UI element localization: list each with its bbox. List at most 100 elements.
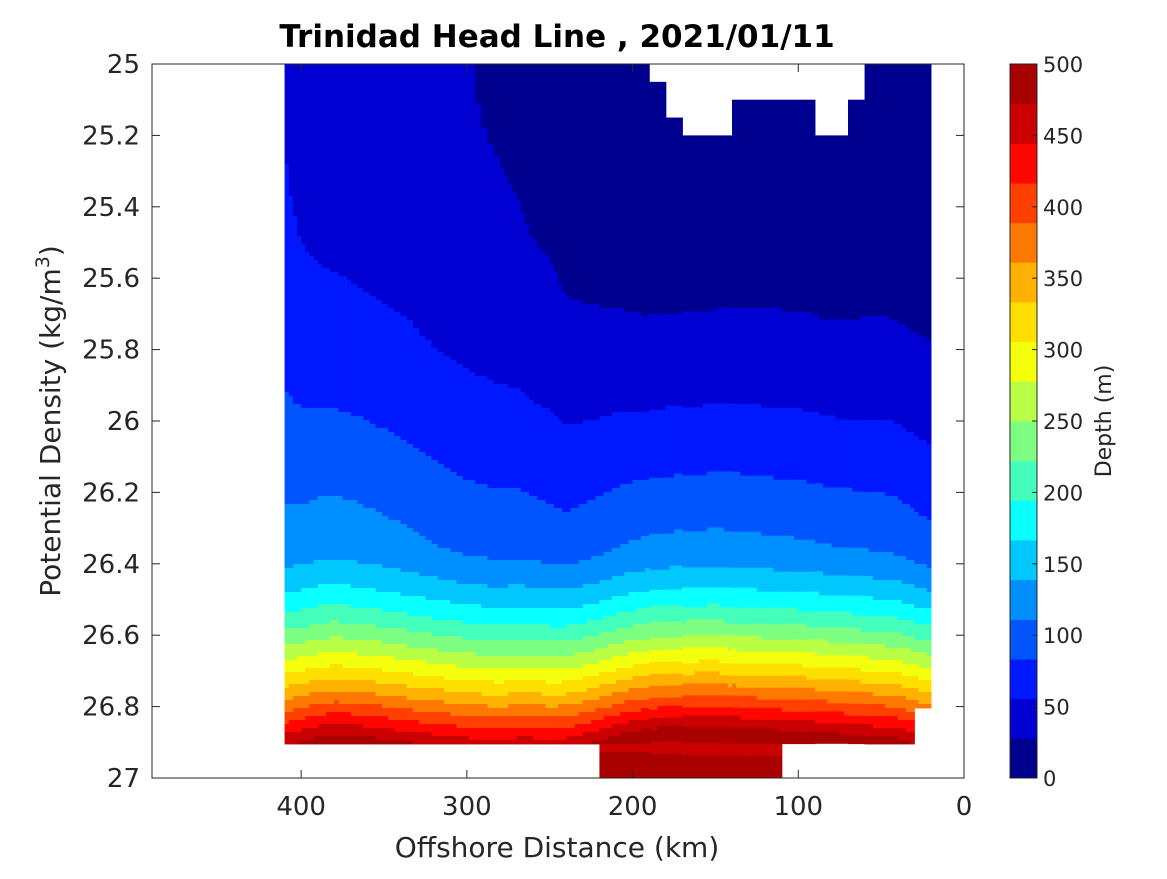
contour-cell — [334, 612, 339, 616]
contour-cell — [351, 556, 358, 560]
contour-cell — [318, 648, 323, 652]
contour-cell — [351, 608, 358, 612]
contour-cell — [301, 704, 306, 708]
contour-cell — [293, 644, 298, 648]
contour-cell — [289, 64, 294, 68]
contour-cell — [407, 632, 414, 636]
contour-cell — [330, 312, 335, 316]
contour-cell — [338, 584, 343, 588]
contour-cell — [326, 584, 331, 588]
contour-cell — [407, 468, 414, 472]
contour-cell — [297, 728, 302, 732]
contour-cell — [394, 456, 401, 460]
contour-cell — [289, 672, 294, 676]
contour-cell — [297, 676, 302, 680]
contour-cell — [285, 204, 290, 208]
contour-cell — [376, 548, 383, 552]
contour-cell — [394, 444, 401, 448]
contour-cell — [289, 504, 294, 508]
contour-cell — [301, 64, 306, 68]
contour-cell — [351, 692, 358, 696]
contour-cell — [413, 64, 420, 68]
contour-cell — [401, 488, 408, 492]
contour-cell — [394, 196, 401, 200]
contour-cell — [305, 252, 310, 256]
contour-cell — [347, 296, 352, 300]
contour-cell — [363, 268, 370, 272]
contour-cell — [357, 132, 364, 136]
contour-cell — [394, 144, 401, 148]
contour-cell — [351, 660, 358, 664]
contour-cell — [376, 448, 383, 452]
contour-cell — [305, 116, 310, 120]
contour-cell — [297, 272, 302, 276]
contour-cell — [432, 164, 439, 168]
contour-cell — [413, 396, 420, 400]
contour-cell — [334, 456, 339, 460]
contour-cell — [388, 204, 395, 208]
contour-cell — [334, 728, 339, 732]
contour-cell — [338, 308, 343, 312]
contour-cell — [419, 524, 426, 528]
contour-cell — [413, 164, 420, 168]
contour-cell — [297, 516, 302, 520]
contour-cell — [382, 660, 389, 664]
contour-cell — [326, 324, 331, 328]
contour-cell — [314, 172, 319, 176]
contour-cell — [382, 516, 389, 520]
contour-cell — [401, 68, 408, 72]
contour-cell — [293, 168, 298, 172]
contour-cell — [322, 116, 327, 120]
contour-cell — [425, 84, 432, 88]
contour-cell — [309, 600, 314, 604]
contour-cell — [432, 300, 439, 304]
contour-cell — [305, 264, 310, 268]
contour-cell — [318, 396, 323, 400]
contour-cell — [363, 148, 370, 152]
contour-cell — [305, 284, 310, 288]
contour-cell — [382, 680, 389, 684]
contour-cell — [293, 72, 298, 76]
contour-cell — [370, 348, 377, 352]
contour-cell — [285, 608, 290, 612]
contour-cell — [357, 680, 364, 684]
contour-cell — [305, 560, 310, 564]
contour-cell — [413, 672, 420, 676]
contour-cell — [351, 132, 358, 136]
contour-cell — [407, 528, 414, 532]
contour-cell — [338, 664, 343, 668]
contour-cell — [357, 156, 364, 160]
contour-cell — [322, 268, 327, 272]
contour-cell — [297, 148, 302, 152]
contour-cell — [343, 120, 348, 124]
contour-cell — [330, 296, 335, 300]
contour-cell — [314, 284, 319, 288]
contour-cell — [293, 632, 298, 636]
contour-cell — [289, 180, 294, 184]
contour-cell — [363, 356, 370, 360]
contour-cell — [326, 256, 331, 260]
contour-cell — [293, 640, 298, 644]
contour-cell — [407, 496, 414, 500]
contour-cell — [330, 528, 335, 532]
contour-cell — [322, 192, 327, 196]
contour-cell — [305, 316, 310, 320]
contour-cell — [293, 352, 298, 356]
contour-cell — [351, 248, 358, 252]
contour-cell — [413, 408, 420, 412]
contour-cell — [394, 404, 401, 408]
contour-cell — [347, 336, 352, 340]
contour-cell — [305, 404, 310, 408]
contour-cell — [318, 484, 323, 488]
contour-cell — [326, 516, 331, 520]
contour-cell — [363, 540, 370, 544]
contour-cell — [413, 612, 420, 616]
contour-cell — [318, 112, 323, 116]
contour-cell — [330, 668, 335, 672]
contour-cell — [297, 328, 302, 332]
contour-cell — [293, 496, 298, 500]
contour-cell — [305, 188, 310, 192]
contour-cell — [334, 80, 339, 84]
contour-cell — [338, 652, 343, 656]
contour-cell — [322, 376, 327, 380]
